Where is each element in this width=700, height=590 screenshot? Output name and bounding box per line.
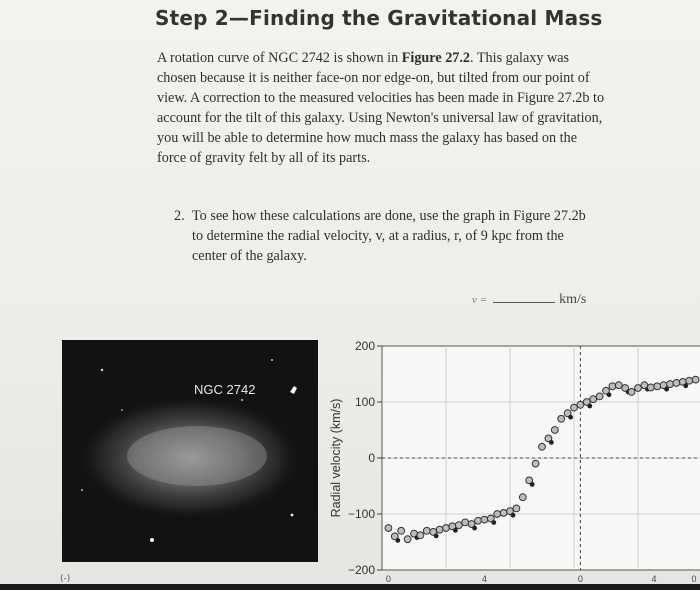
data-point (664, 386, 669, 392)
data-point (531, 459, 540, 468)
galaxy-photo: NGC 2742 (62, 340, 318, 562)
bottom-strip (0, 584, 700, 590)
y-axis-label: Radial velocity (km/s) (329, 399, 343, 518)
rotation-curve-chart: 200 100 0 −100 −200 0 4 0 4 0 Radial velocity (km/… (329, 339, 700, 584)
data-point (493, 510, 502, 518)
data-point (472, 525, 477, 531)
data-point (467, 520, 476, 528)
data-point (454, 521, 463, 530)
data-point (510, 512, 516, 518)
data-point (653, 382, 662, 391)
data-point (666, 380, 674, 388)
intro-paragraph: A rotation curve of NGC 2742 is shown in… (157, 48, 607, 168)
data-point (587, 403, 593, 409)
data-point (461, 518, 470, 527)
data-point (627, 388, 636, 396)
data-point (491, 520, 497, 525)
intro-text-1: A rotation curve of NGC 2742 is shown in (157, 50, 402, 66)
y-tick-label: −100 (348, 507, 375, 521)
data-point (557, 414, 566, 423)
data-point (538, 442, 546, 451)
data-point (422, 526, 431, 535)
data-point (453, 527, 458, 533)
intro-text-2: . This galaxy was chosen because it is n… (157, 50, 605, 166)
question-number: 2. (174, 208, 185, 224)
data-point (390, 532, 399, 541)
answer-line: v = km/s (472, 290, 586, 308)
y-tick-label: 100 (355, 395, 375, 409)
x-tick-label: 4 (651, 574, 656, 584)
data-point (614, 381, 623, 390)
data-point (403, 535, 412, 544)
data-point (621, 384, 630, 392)
x-tick-label: 4 (482, 574, 487, 584)
data-point (525, 476, 534, 485)
data-point (486, 514, 495, 523)
page-title: Step 2—Finding the Gravitational Mass (155, 6, 603, 30)
answer-unit: km/s (559, 292, 587, 307)
data-point (544, 434, 553, 443)
galaxy-image (78, 359, 302, 542)
data-point (397, 526, 406, 535)
question-2: 2. To see how these calculations are don… (174, 206, 594, 266)
data-point (416, 531, 425, 540)
data-point (685, 376, 694, 385)
answer-blank[interactable] (493, 290, 556, 303)
data-point (568, 414, 573, 420)
data-point (570, 403, 578, 412)
data-point (563, 409, 572, 418)
data-point (646, 383, 655, 392)
data-point (549, 440, 554, 445)
x-tick-label: 0 (578, 574, 583, 584)
data-point (529, 482, 535, 487)
data-point (672, 379, 681, 387)
answer-variable: v = (472, 294, 488, 306)
data-point (608, 382, 617, 391)
data-point (506, 507, 514, 516)
data-point (512, 504, 521, 513)
data-point (480, 515, 489, 524)
data-point (474, 516, 482, 525)
data-point (576, 400, 585, 409)
data-point (499, 508, 508, 517)
question-text: To see how these calculations are done, … (192, 208, 586, 264)
data-point (582, 398, 591, 406)
data-point (518, 493, 527, 502)
data-point (634, 384, 642, 392)
data-point (550, 426, 559, 434)
data-point (683, 383, 689, 389)
data-point (589, 395, 598, 404)
figure-reference: Figure 27.2 (401, 50, 471, 66)
data-point (384, 524, 393, 532)
data-point (606, 392, 612, 398)
data-point (442, 524, 450, 532)
x-tick-label: 0 (691, 574, 696, 584)
data-point (602, 386, 610, 395)
data-point (433, 533, 439, 539)
galaxy-label: NGC 2742 (194, 382, 256, 397)
footer-mark: (-) (60, 574, 71, 584)
y-tick-label: 200 (355, 339, 375, 353)
data-point (691, 375, 700, 384)
data-point (595, 392, 604, 401)
x-tick-label: 0 (386, 574, 391, 584)
data-point (435, 525, 444, 534)
y-tick-label: −200 (348, 563, 375, 577)
y-tick-label: 0 (368, 451, 375, 465)
data-point (395, 538, 401, 543)
